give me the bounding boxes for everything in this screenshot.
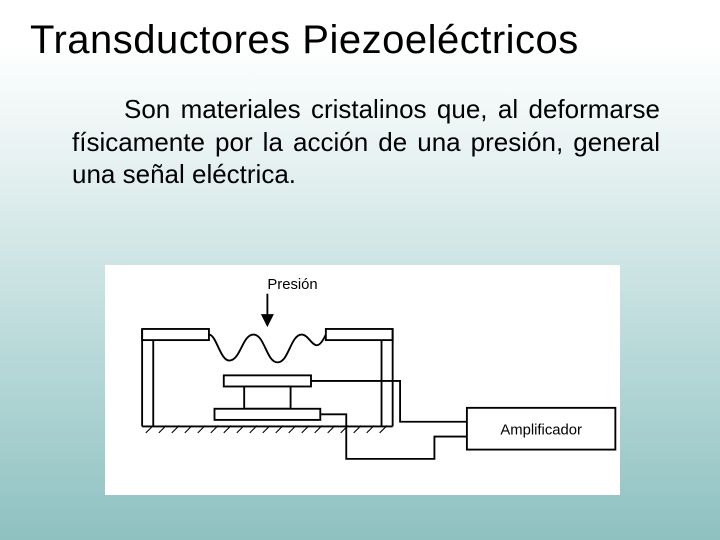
- pressure-arrow-head: [261, 314, 274, 327]
- slide-body: Son materiales cristalinos que, al defor…: [0, 63, 720, 191]
- piezo-stack: [214, 375, 320, 420]
- diagram-label-amplifier: Amplificador: [500, 423, 582, 439]
- diaphragm-membrane: [209, 335, 326, 363]
- slide-title: Transductores Piezoeléctricos: [0, 0, 720, 63]
- slide: Transductores Piezoeléctricos Son materi…: [0, 0, 720, 540]
- piezo-diagram: Presión: [105, 265, 620, 495]
- signal-wires: [311, 381, 467, 459]
- diagram-label-pressure: Presión: [267, 277, 317, 293]
- sensor-top-lips: [142, 329, 393, 340]
